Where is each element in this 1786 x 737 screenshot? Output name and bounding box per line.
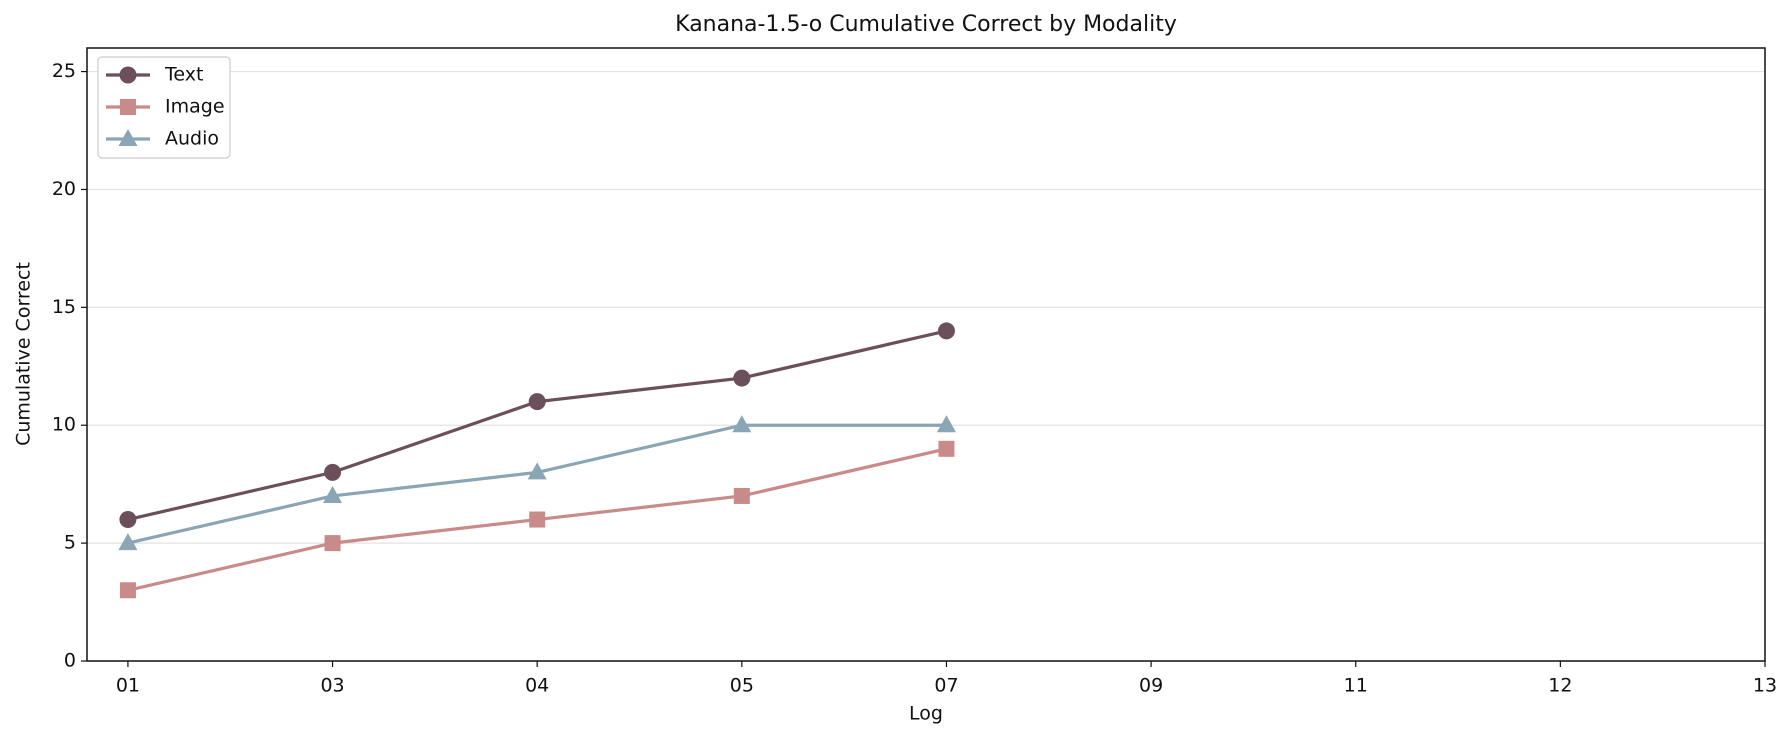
legend-label: Text	[164, 64, 203, 86]
marker	[529, 511, 546, 528]
x-tick-label: 03	[320, 675, 344, 697]
marker	[733, 487, 750, 504]
x-tick-label: 01	[116, 675, 140, 697]
marker	[324, 535, 341, 552]
x-tick-label: 13	[1753, 675, 1777, 697]
legend-label: Audio	[165, 128, 219, 150]
y-tick-label: 15	[52, 296, 76, 318]
x-tick-label: 09	[1139, 675, 1163, 697]
marker	[527, 462, 547, 480]
marker	[118, 533, 138, 551]
marker	[732, 415, 752, 433]
x-tick-label: 12	[1548, 675, 1572, 697]
marker	[528, 393, 546, 411]
marker	[323, 485, 343, 503]
plot-frame	[86, 47, 1766, 662]
marker	[120, 99, 136, 115]
y-tick-label: 20	[52, 178, 76, 200]
marker	[119, 511, 137, 529]
marker	[937, 322, 955, 340]
marker	[938, 440, 955, 457]
legend: Text Image Audio	[97, 56, 231, 159]
x-tick-label: 11	[1344, 675, 1368, 697]
marker	[119, 582, 136, 599]
marker	[118, 129, 138, 146]
marker	[733, 369, 751, 387]
y-axis-label: Cumulative Correct	[13, 262, 35, 446]
marker	[324, 463, 342, 481]
x-tick-label: 04	[525, 675, 549, 697]
y-tick-label: 25	[52, 60, 76, 82]
chart-title: Kanana-1.5-o Cumulative Correct by Modal…	[675, 12, 1177, 37]
y-tick-label: 5	[64, 532, 76, 554]
x-tick-label: 07	[934, 675, 958, 697]
marker	[119, 66, 137, 84]
legend-label: Image	[165, 96, 225, 118]
y-tick-label: 10	[52, 414, 76, 436]
marker	[936, 415, 956, 433]
y-tick-label: 0	[64, 650, 76, 672]
x-tick-label: 05	[730, 675, 754, 697]
x-axis-label: Log	[909, 703, 943, 725]
